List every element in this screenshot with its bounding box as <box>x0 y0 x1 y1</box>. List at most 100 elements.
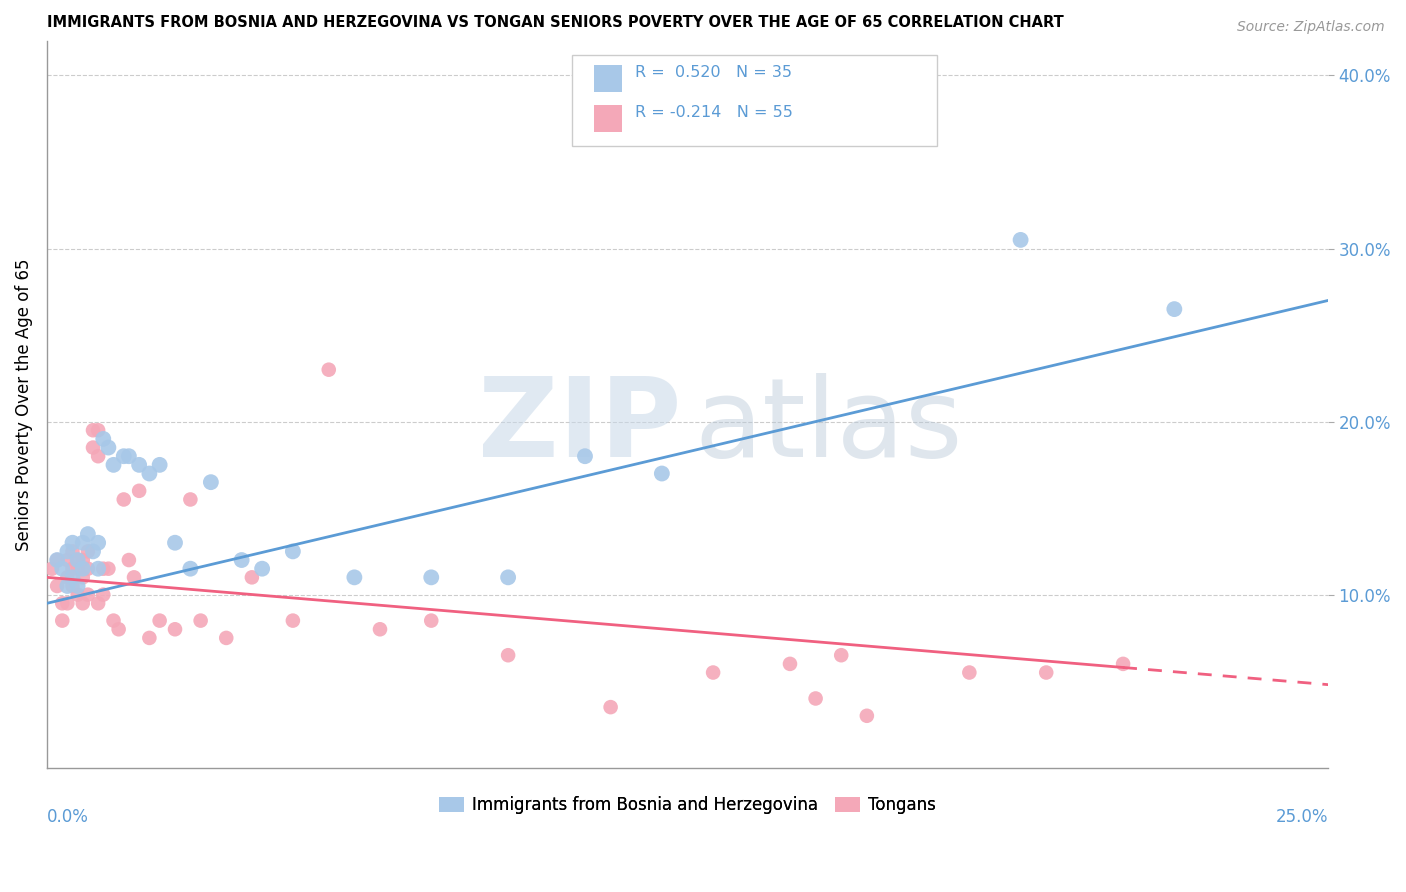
Point <box>62 579 84 593</box>
Text: 0.0%: 0.0% <box>46 807 89 826</box>
Point <box>41 562 63 576</box>
Point <box>856 708 879 723</box>
Point <box>190 614 212 628</box>
Point <box>122 570 145 584</box>
Point <box>496 648 519 663</box>
Point <box>56 570 79 584</box>
Text: IMMIGRANTS FROM BOSNIA AND HERZEGOVINA VS TONGAN SENIORS POVERTY OVER THE AGE OF: IMMIGRANTS FROM BOSNIA AND HERZEGOVINA V… <box>46 15 1063 30</box>
Point <box>149 614 172 628</box>
Point <box>72 535 94 549</box>
Point <box>343 570 366 584</box>
Point <box>779 657 801 671</box>
Point <box>87 562 110 576</box>
Point <box>250 562 273 576</box>
Point <box>496 570 519 584</box>
Point <box>1112 657 1135 671</box>
Point <box>56 544 79 558</box>
Point <box>87 423 110 437</box>
Point <box>651 467 673 481</box>
Point <box>112 449 135 463</box>
Point <box>77 588 100 602</box>
Point <box>77 527 100 541</box>
Point <box>830 648 852 663</box>
Point <box>66 579 89 593</box>
Point <box>804 691 827 706</box>
Point <box>163 535 186 549</box>
Point <box>77 562 100 576</box>
Point <box>118 449 141 463</box>
FancyBboxPatch shape <box>572 55 938 146</box>
FancyBboxPatch shape <box>593 65 621 93</box>
Text: R =  0.520   N = 35: R = 0.520 N = 35 <box>636 65 792 80</box>
Point <box>66 553 89 567</box>
Text: 25.0%: 25.0% <box>1275 807 1329 826</box>
Point <box>66 553 89 567</box>
Point <box>82 441 104 455</box>
Point <box>82 544 104 558</box>
Point <box>138 467 160 481</box>
Point <box>51 614 73 628</box>
Point <box>128 458 150 472</box>
Point <box>179 492 201 507</box>
Point <box>103 614 125 628</box>
Point <box>138 631 160 645</box>
Point <box>62 570 84 584</box>
Point <box>118 553 141 567</box>
Point <box>46 553 69 567</box>
Point <box>51 562 73 576</box>
Point <box>231 553 253 567</box>
Point <box>1035 665 1057 680</box>
Point <box>957 665 980 680</box>
Point <box>420 570 443 584</box>
Point <box>215 631 238 645</box>
Text: atlas: atlas <box>695 373 962 480</box>
Point <box>87 596 110 610</box>
Point <box>72 570 94 584</box>
Point <box>82 423 104 437</box>
Point <box>107 622 129 636</box>
Point <box>200 475 222 490</box>
Y-axis label: Seniors Poverty Over the Age of 65: Seniors Poverty Over the Age of 65 <box>15 258 32 550</box>
Point <box>62 544 84 558</box>
Point <box>179 562 201 576</box>
Point <box>72 553 94 567</box>
Point <box>574 449 596 463</box>
Point <box>51 596 73 610</box>
Point <box>1163 302 1185 317</box>
Point <box>46 579 69 593</box>
Point <box>62 535 84 549</box>
Point <box>420 614 443 628</box>
Text: ZIP: ZIP <box>478 373 681 480</box>
Point <box>87 535 110 549</box>
Point <box>77 544 100 558</box>
Point <box>240 570 263 584</box>
Point <box>56 596 79 610</box>
Point <box>128 483 150 498</box>
Legend: Immigrants from Bosnia and Herzegovina, Tongans: Immigrants from Bosnia and Herzegovina, … <box>439 796 936 814</box>
Point <box>318 362 340 376</box>
Point <box>91 562 114 576</box>
Point <box>368 622 391 636</box>
Point <box>281 614 304 628</box>
Point <box>56 553 79 567</box>
Point <box>103 458 125 472</box>
Point <box>56 579 79 593</box>
Point <box>702 665 724 680</box>
Point <box>72 562 94 576</box>
Point <box>281 544 304 558</box>
Point <box>72 596 94 610</box>
Point <box>149 458 172 472</box>
Point <box>91 588 114 602</box>
Point <box>62 562 84 576</box>
Point <box>46 553 69 567</box>
Point <box>599 700 621 714</box>
Point <box>91 432 114 446</box>
Point <box>97 441 120 455</box>
Text: R = -0.214   N = 55: R = -0.214 N = 55 <box>636 105 793 120</box>
Point <box>87 449 110 463</box>
Point <box>66 588 89 602</box>
Text: Source: ZipAtlas.com: Source: ZipAtlas.com <box>1237 20 1385 34</box>
Point <box>163 622 186 636</box>
Point <box>97 562 120 576</box>
Point <box>112 492 135 507</box>
